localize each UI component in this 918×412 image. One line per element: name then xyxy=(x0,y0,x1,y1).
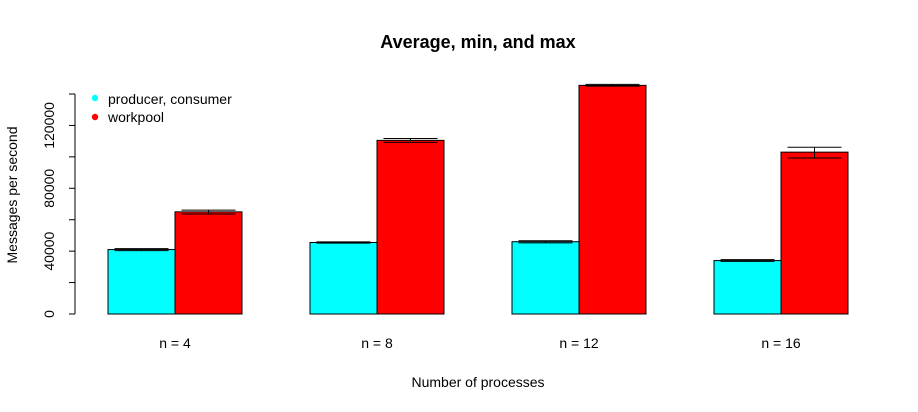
category-label-3: n = 12 xyxy=(559,335,599,351)
error-bars-layer xyxy=(114,83,842,262)
legend: producer, consumer workpool xyxy=(91,91,232,125)
category-label-1: n = 4 xyxy=(159,335,191,351)
y-axis-label: Messages per second xyxy=(4,127,20,264)
bar-producer-consumer-3 xyxy=(511,241,580,315)
legend-label-producer-consumer: producer, consumer xyxy=(108,91,232,107)
legend-label-workpool: workpool xyxy=(107,109,164,125)
y-axis: 0 40000 80000 120000 xyxy=(41,93,76,318)
bar-workpool-2 xyxy=(376,139,445,315)
chart-title: Average, min, and max xyxy=(380,32,575,52)
bar-producer-consumer-4 xyxy=(713,260,782,315)
category-label-4: n = 16 xyxy=(761,335,801,351)
bar-producer-consumer-2 xyxy=(309,242,378,315)
y-tick-label-120000: 120000 xyxy=(41,102,57,149)
bars-layer xyxy=(107,84,849,315)
y-tick-label-0: 0 xyxy=(41,310,57,318)
x-axis-label: Number of processes xyxy=(411,374,544,390)
legend-marker-workpool xyxy=(91,113,99,121)
bar-workpool-3 xyxy=(578,84,647,315)
bar-workpool-4 xyxy=(780,151,849,315)
category-labels: n = 4 n = 8 n = 12 n = 16 xyxy=(159,335,801,351)
bar-producer-consumer-1 xyxy=(107,249,176,315)
category-label-2: n = 8 xyxy=(361,335,393,351)
bar-workpool-1 xyxy=(174,211,243,315)
y-tick-label-80000: 80000 xyxy=(41,169,57,208)
y-tick-label-40000: 40000 xyxy=(41,231,57,270)
legend-marker-producer-consumer xyxy=(91,94,99,102)
